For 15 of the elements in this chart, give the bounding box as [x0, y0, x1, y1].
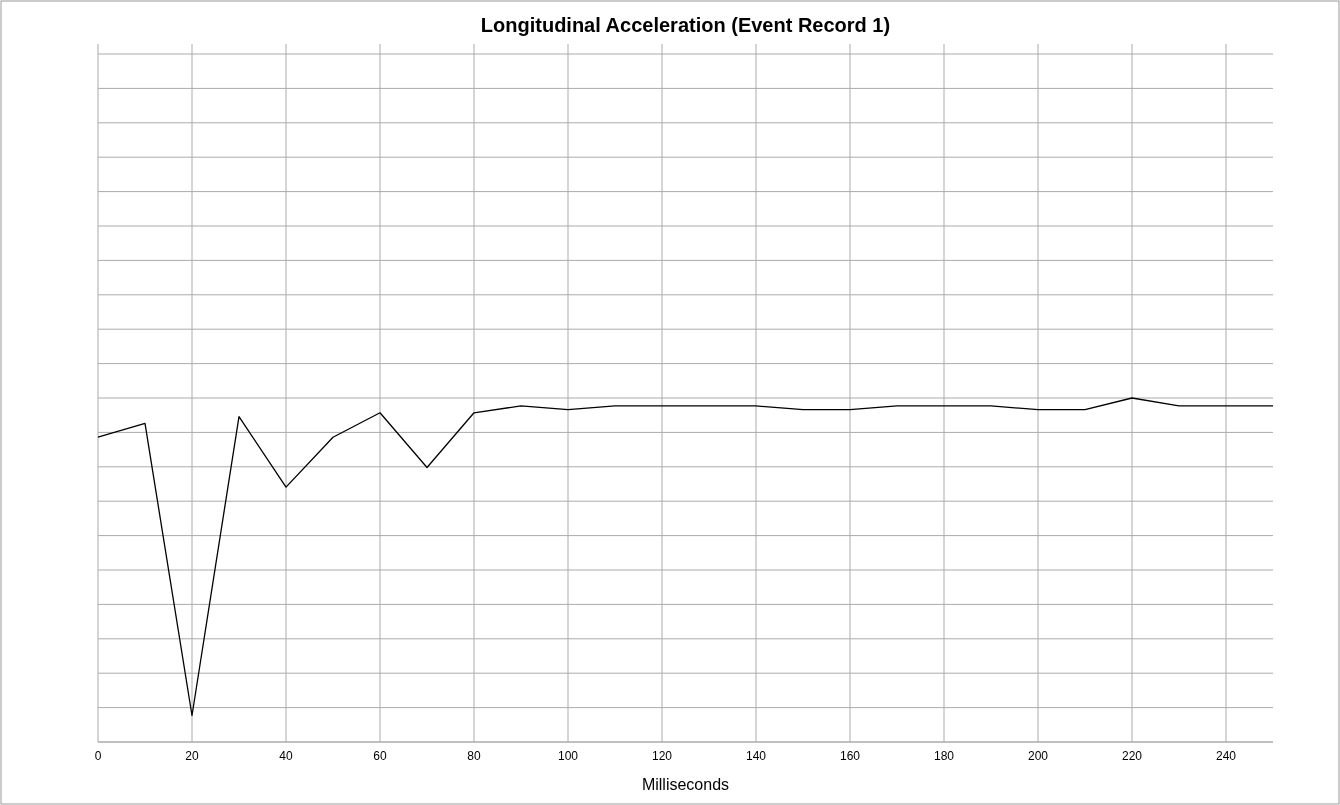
x-tick-label: 140: [745, 749, 767, 763]
x-tick-label: 80: [467, 749, 481, 763]
x-tick-label: 0: [94, 749, 102, 763]
x-tick-label: 160: [839, 749, 861, 763]
x-tick-label: 100: [557, 749, 579, 763]
x-tick-label: 60: [373, 749, 387, 763]
x-axis-title: Milliseconds: [641, 776, 730, 793]
x-tick-label: 20: [185, 749, 199, 763]
x-tick-label: 220: [1121, 749, 1143, 763]
x-tick-label: 40: [279, 749, 293, 763]
x-tick-label: 200: [1027, 749, 1049, 763]
x-tick-label: 240: [1215, 749, 1237, 763]
chart-title: Longitudinal Acceleration (Event Record 1): [480, 14, 891, 36]
x-tick-label: 120: [651, 749, 673, 763]
x-tick-label: 180: [933, 749, 955, 763]
